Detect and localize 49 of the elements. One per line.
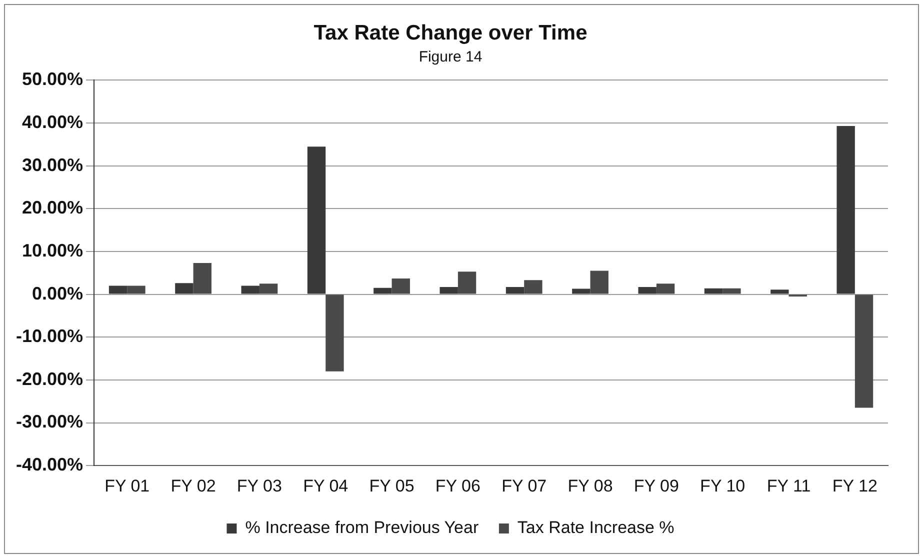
- bar: [590, 270, 608, 294]
- y-tick-label: 0.00%: [32, 283, 84, 304]
- x-tick-label: FY 08: [568, 476, 613, 496]
- x-tick-label: FY 04: [303, 476, 348, 496]
- bar: [193, 263, 212, 294]
- y-tick-label: -30.00%: [16, 412, 84, 432]
- legend-label: Tax Rate Increase %: [517, 518, 674, 538]
- y-tick-label: 40.00%: [22, 112, 84, 132]
- bar: [506, 287, 524, 294]
- x-tick-label: FY 02: [170, 476, 216, 496]
- bar: [175, 283, 194, 294]
- bar: [770, 290, 789, 294]
- y-tick-label: 30.00%: [22, 154, 84, 175]
- bar: [854, 294, 874, 408]
- bar: [241, 286, 260, 294]
- y-tick-label: 50.00%: [22, 69, 84, 90]
- bar: [704, 288, 723, 294]
- y-tick-label: -40.00%: [16, 454, 84, 475]
- bar: [458, 272, 476, 294]
- chart-subtitle: Figure 14: [418, 48, 482, 66]
- x-tick-label: FY 05: [369, 476, 414, 496]
- y-tick-label: 20.00%: [22, 198, 84, 218]
- x-tick-label: FY 01: [104, 476, 150, 496]
- bar: [127, 286, 146, 294]
- x-tick-label: FY 12: [832, 476, 878, 496]
- bar: [524, 280, 542, 294]
- bar: [374, 288, 392, 294]
- bar: [108, 286, 128, 294]
- x-tick-label: FY 03: [236, 476, 282, 496]
- bar: [836, 126, 855, 294]
- x-tick-label: FY 06: [435, 476, 480, 496]
- bar: [656, 284, 675, 294]
- chart-title: Tax Rate Change over Time: [314, 21, 588, 44]
- bar: [259, 284, 278, 294]
- x-tick-label: FY 11: [766, 476, 811, 496]
- x-tick-label: FY 10: [700, 476, 746, 496]
- bar: [326, 294, 344, 372]
- y-tick-label: -10.00%: [16, 326, 84, 346]
- x-tick-label: FY 09: [634, 476, 679, 496]
- bar: [572, 288, 590, 294]
- bar: [307, 146, 326, 294]
- bar: [638, 287, 656, 294]
- bar: [722, 288, 741, 294]
- x-tick-label: FY 07: [502, 476, 547, 496]
- y-tick-label: -20.00%: [16, 368, 84, 389]
- legend-label: % Increase from Previous Year: [245, 518, 479, 538]
- y-tick-label: 10.00%: [22, 240, 84, 260]
- bar: [440, 287, 458, 294]
- bar: [392, 278, 410, 294]
